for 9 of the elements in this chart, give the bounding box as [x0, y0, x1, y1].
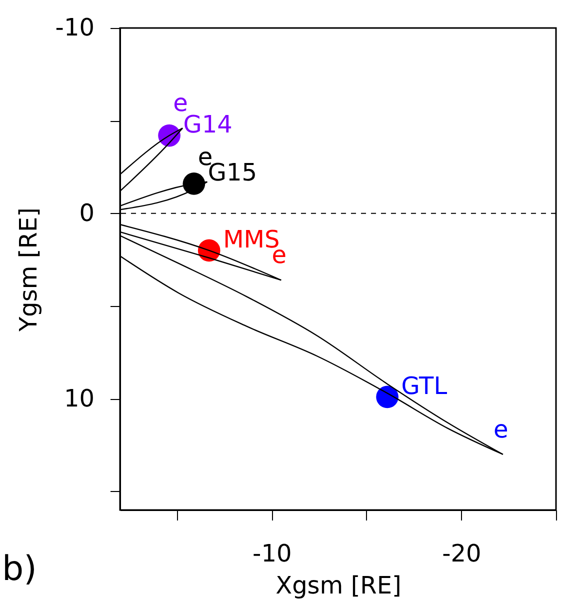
text: b)	[2, 549, 37, 589]
x-axis-title: Xgsm [RE]	[276, 572, 402, 600]
y-tick-label: 0	[79, 198, 94, 227]
y-tick-label: -10	[55, 14, 94, 42]
y-tick-label: 10	[64, 384, 94, 412]
y-axis-title: Ygsm [RE]	[14, 208, 42, 332]
series-label: GTL	[401, 372, 448, 400]
annotation: e	[494, 415, 508, 444]
x-tick-label: -20	[442, 540, 482, 568]
